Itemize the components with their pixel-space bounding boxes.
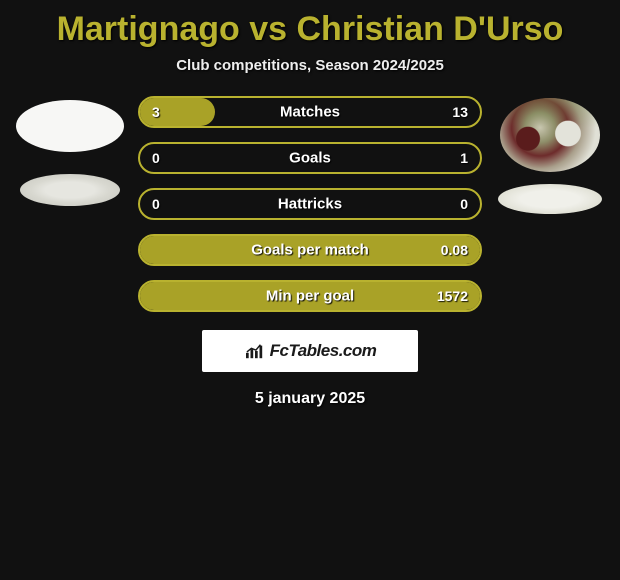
player-b-avatar-image <box>500 98 600 172</box>
stat-bar-min-per-goal: Min per goal1572 <box>138 280 482 312</box>
card-date: 5 january 2025 <box>0 390 620 408</box>
card-title: Martignago vs Christian D'Urso <box>0 6 620 57</box>
stat-right-value: 1 <box>428 150 468 166</box>
player-a-avatar-placeholder <box>16 100 124 152</box>
stat-right-value: 0 <box>428 196 468 212</box>
stat-right-value: 1572 <box>428 288 468 304</box>
stat-bar-matches: 3Matches13 <box>138 96 482 128</box>
stats-bars: 3Matches13 0Goals1 0Hattricks0 Goals per ma… <box>138 92 482 312</box>
player-b-shadow <box>498 184 602 214</box>
stat-right-value: 13 <box>428 104 468 120</box>
player-a-column <box>10 92 130 206</box>
source-logo: FcTables.com <box>202 330 418 372</box>
card-subtitle: Club competitions, Season 2024/2025 <box>0 57 620 74</box>
content-row: 3Matches13 0Goals1 0Hattricks0 Goals per ma… <box>0 92 620 312</box>
comparison-card: Martignago vs Christian D'Urso Club comp… <box>0 0 620 408</box>
stat-bar-goals-per-match: Goals per match0.08 <box>138 234 482 266</box>
fctables-chart-icon <box>244 342 266 360</box>
stat-right-value: 0.08 <box>428 242 468 258</box>
player-a-shadow <box>20 174 120 206</box>
player-b-column <box>490 92 610 214</box>
source-logo-text: FcTables.com <box>270 341 377 361</box>
player-b-avatar <box>500 98 600 172</box>
stat-bar-hattricks: 0Hattricks0 <box>138 188 482 220</box>
stat-bar-goals: 0Goals1 <box>138 142 482 174</box>
